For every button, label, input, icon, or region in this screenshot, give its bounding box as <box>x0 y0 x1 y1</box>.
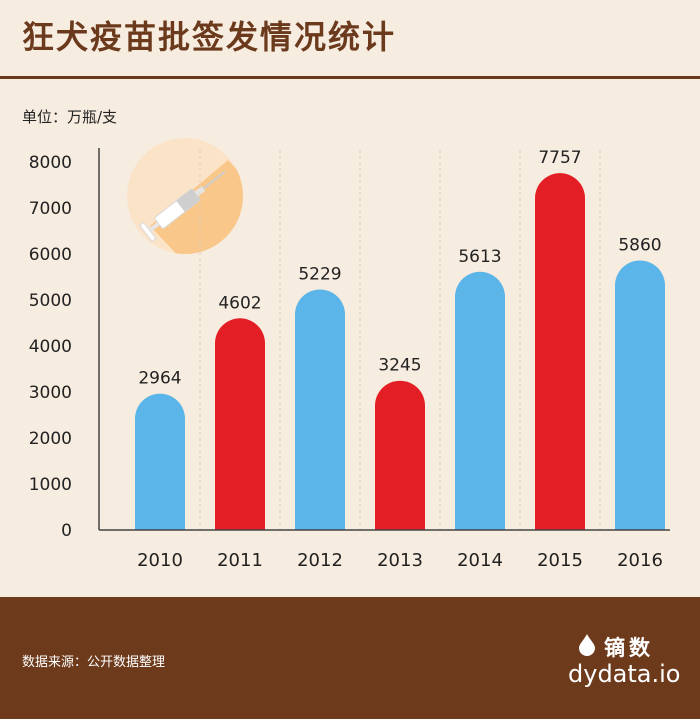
bar-2010 <box>135 393 185 530</box>
x-tick-label-2012: 2012 <box>297 550 343 571</box>
data-label-2010: 2964 <box>138 369 181 389</box>
y-tick-label-2000: 2000 <box>29 429 72 449</box>
source-note: 数据来源：公开数据整理 <box>22 655 166 670</box>
data-label-2011: 4602 <box>218 293 261 313</box>
title-divider <box>0 76 700 79</box>
y-tick-label-7000: 7000 <box>29 199 72 219</box>
chart-title: 狂犬疫苗批签发情况统计 <box>22 18 397 56</box>
y-tick-label-0: 0 <box>61 521 72 541</box>
y-tick-label-5000: 5000 <box>29 291 72 311</box>
y-tick-label-6000: 6000 <box>29 245 72 265</box>
bar-2015 <box>535 173 585 531</box>
x-tick-label-2014: 2014 <box>457 550 503 571</box>
bar-2016 <box>615 260 665 530</box>
bars: 2964 4602 5229 3245 5613 7757 5860 <box>135 148 665 531</box>
brand-url: dydata.io <box>568 660 681 688</box>
y-tick-label-4000: 4000 <box>29 337 72 357</box>
bar-2012 <box>295 289 345 530</box>
y-tick-label-3000: 3000 <box>29 383 72 403</box>
data-label-2014: 5613 <box>458 247 501 267</box>
bar-2014 <box>454 271 505 530</box>
unit-label: 单位：万瓶/支 <box>22 108 118 126</box>
x-tick-label-2015: 2015 <box>537 550 583 571</box>
drop-icon <box>579 634 595 656</box>
x-tick-label-2011: 2011 <box>217 550 263 571</box>
syringe-icon <box>139 171 226 243</box>
footer-bar <box>0 597 700 719</box>
y-tick-label-1000: 1000 <box>29 475 72 495</box>
x-tick-label-2016: 2016 <box>617 550 663 571</box>
y-tick-label-8000: 8000 <box>29 153 72 173</box>
syringe-badge <box>127 138 243 254</box>
data-label-2013: 3245 <box>378 356 421 376</box>
x-tick-label-2013: 2013 <box>377 550 423 571</box>
data-label-2012: 5229 <box>298 264 341 284</box>
bar-2011 <box>214 318 265 530</box>
axes: 2010 2011 2012 2013 2014 2015 2016 0 1000 2000 300… <box>29 148 670 571</box>
data-label-2015: 7757 <box>538 148 581 168</box>
brand-name: 镝数 <box>604 636 654 660</box>
x-tick-label-2010: 2010 <box>137 550 183 571</box>
bar-2013 <box>375 380 425 530</box>
data-label-2016: 5860 <box>618 235 661 255</box>
